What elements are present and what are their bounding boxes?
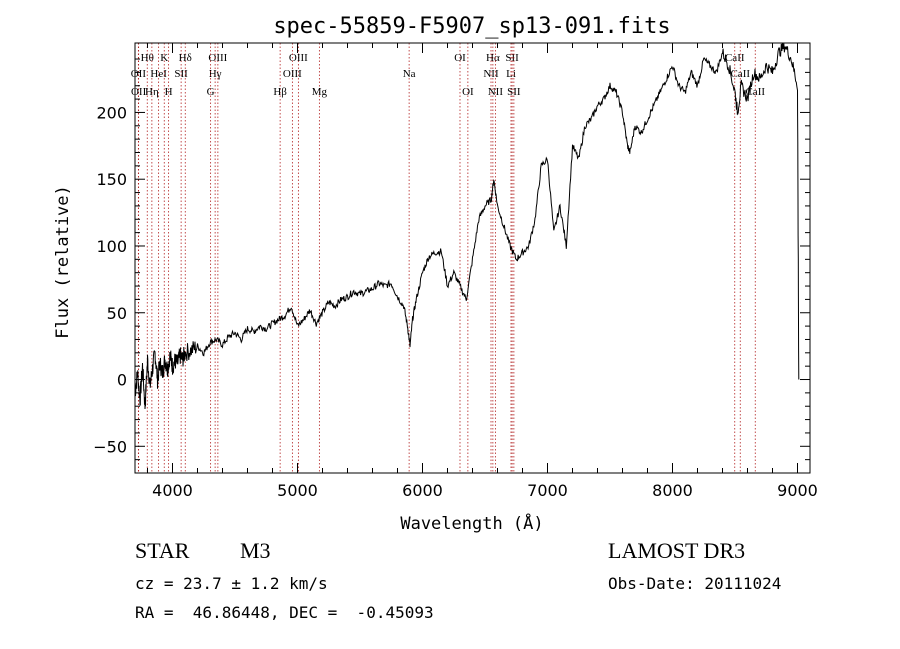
line-label: NII [488,86,504,98]
object-class: STAR [135,538,190,563]
line-label: K [160,52,168,64]
spectrum-data-layer [134,42,800,410]
line-label: OI [462,86,474,98]
line-label: Na [403,68,416,80]
line-label: Hγ [209,68,222,80]
y-tick-label: 0 [117,371,127,390]
y-tick-label: 150 [96,170,127,189]
line-label: H [165,86,173,98]
line-label: OIII [283,68,302,80]
line-label: CaII [725,52,745,64]
redshift-cz: cz = 23.7 ± 1.2 km/s [135,574,328,593]
y-axis-label: Flux (relative) [53,185,73,339]
line-label: CaII [730,68,750,80]
axes-layer: 4000 5000 6000 7000 8000 9000 −50 0 50 100 150 200 [93,43,818,500]
line-label: Hα [486,52,500,64]
line-label: OI [454,52,466,64]
object-subclass: M3 [240,538,271,563]
line-label: G [207,86,215,98]
y-tick-label: 50 [107,304,127,323]
line-label: OIII [289,52,308,64]
observation-date: Obs-Date: 20111024 [608,574,782,593]
line-label: Mg [312,86,328,98]
line-label: Hη [145,86,159,98]
line-label: Li [506,68,516,80]
x-tick-label: 9000 [777,481,818,500]
line-label: SII [174,68,188,80]
x-axis-label: Wavelength (Å) [400,512,543,534]
x-tick-label: 8000 [652,481,693,500]
line-label: OIII [208,52,227,64]
x-tick-label: 6000 [402,481,443,500]
x-tick-label: 4000 [152,481,193,500]
chart-title: spec-55859-F5907_sp13-091.fits [273,14,670,39]
survey-name: LAMOST DR3 [608,538,746,563]
line-label: SII [505,52,519,64]
x-tick-label: 7000 [527,481,568,500]
line-label: SII [507,86,521,98]
line-label: Hδ [179,52,192,64]
coordinates: RA = 46.86448, DEC = -0.45093 [135,603,434,622]
line-label: Hβ [273,86,287,98]
y-tick-label: 200 [96,103,127,122]
spectrum-line [134,42,800,410]
y-tick-label: 100 [96,237,127,256]
line-label: HeI [150,68,167,80]
line-label: NII [483,68,499,80]
line-label: Hθ [141,52,154,64]
x-tick-label: 5000 [277,481,318,500]
y-tick-label: −50 [93,437,127,456]
